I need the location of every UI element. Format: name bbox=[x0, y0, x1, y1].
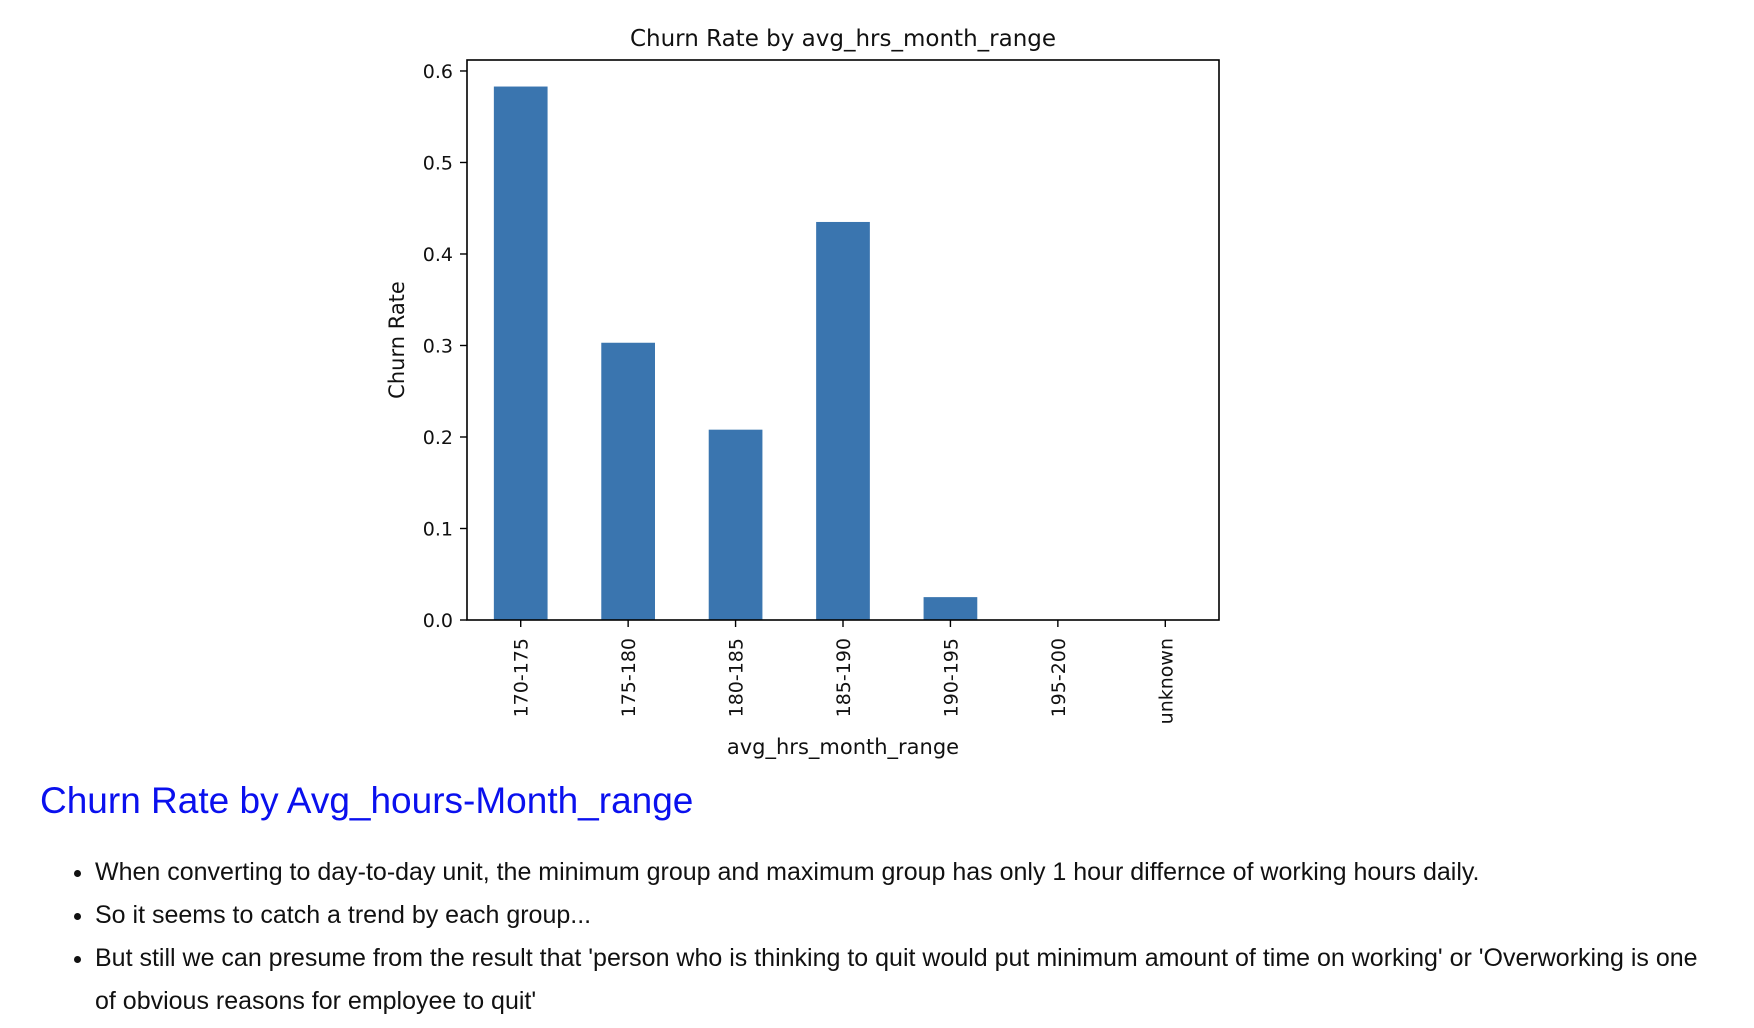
bar-175-180 bbox=[601, 342, 655, 620]
markdown-cell: Churn Rate by Avg_hours-Month_range When… bbox=[40, 775, 1720, 1023]
x-tick-label: 190-195 bbox=[940, 638, 962, 717]
bar-190-195 bbox=[923, 597, 978, 620]
section-heading: Churn Rate by Avg_hours-Month_range bbox=[40, 780, 694, 821]
y-tick-label: 0.2 bbox=[423, 427, 453, 449]
x-tick-label: 180-185 bbox=[726, 638, 748, 717]
y-tick-label: 0.5 bbox=[423, 152, 453, 174]
y-tick-label: 0.3 bbox=[423, 335, 453, 357]
x-tick-label: 185-190 bbox=[833, 638, 855, 717]
x-tick-label: unknown bbox=[1155, 638, 1177, 724]
bar-170-175 bbox=[493, 86, 548, 620]
bar-180-185 bbox=[708, 429, 763, 620]
y-axis-label: Churn Rate bbox=[385, 281, 409, 399]
x-axis-label: avg_hrs_month_range bbox=[727, 735, 959, 760]
chart-svg: Churn Rate by avg_hrs_month_range 0.0 0.1 0… bbox=[385, 26, 1220, 760]
x-tick-label: 170-175 bbox=[511, 638, 533, 717]
list-item: So it seems to catch a trend by each gro… bbox=[95, 894, 1720, 937]
churn-rate-chart: Churn Rate by avg_hrs_month_range 0.0 0.1 0… bbox=[385, 26, 1220, 760]
y-tick-label: 0.6 bbox=[423, 61, 453, 83]
notes-list: When converting to day-to-day unit, the … bbox=[40, 851, 1720, 1023]
chart-title: Churn Rate by avg_hrs_month_range bbox=[630, 26, 1056, 52]
y-tick-label: 0.4 bbox=[423, 244, 453, 266]
x-tick-label: 175-180 bbox=[618, 638, 640, 717]
list-item: When converting to day-to-day unit, the … bbox=[95, 851, 1720, 894]
x-tick-label: 195-200 bbox=[1048, 638, 1070, 717]
list-item: But still we can presume from the result… bbox=[95, 937, 1720, 1023]
y-tick-label: 0.0 bbox=[423, 610, 453, 632]
bar-185-190 bbox=[816, 221, 870, 620]
y-tick-label: 0.1 bbox=[423, 518, 453, 540]
